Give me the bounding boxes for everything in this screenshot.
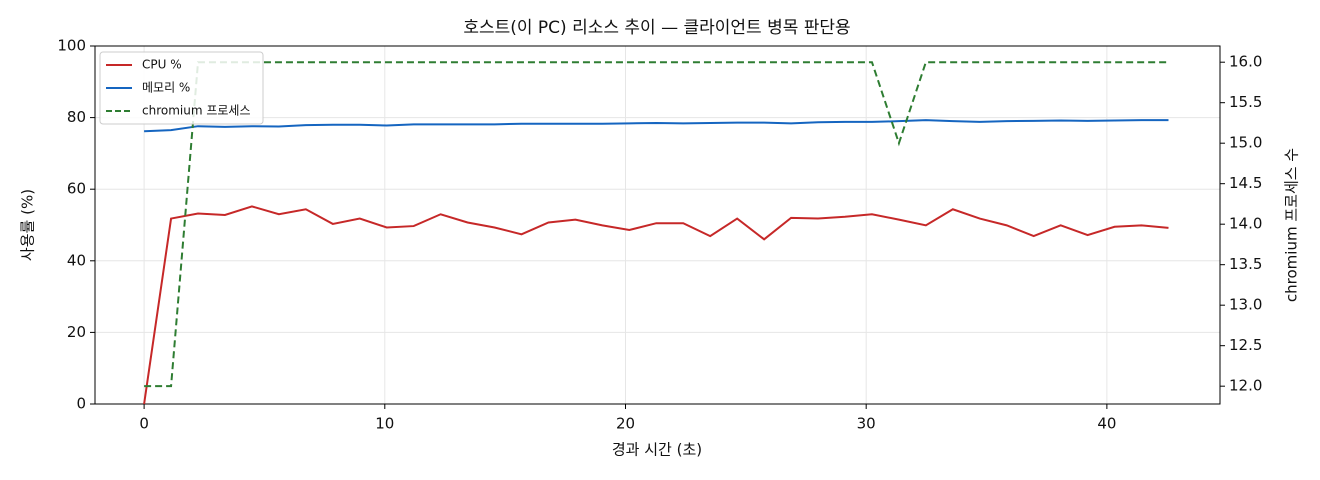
y2-tick-label: 12.0	[1229, 377, 1262, 395]
x-tick-label: 20	[616, 415, 635, 433]
series-line	[143, 205, 1169, 405]
y2-tick-label: 14.0	[1229, 215, 1262, 233]
y2-tick-label: 14.5	[1229, 174, 1262, 192]
y-tick-label: 40	[67, 251, 86, 269]
y-tick-label: 60	[67, 180, 86, 198]
y2-tick-label: 16.0	[1229, 53, 1262, 71]
y2-tick-label: 13.0	[1229, 296, 1262, 314]
y-tick-label: 0	[76, 395, 86, 413]
plot-frame	[94, 45, 1221, 405]
y2-tick-label: 13.5	[1229, 255, 1262, 273]
y2-tick-label: 12.5	[1229, 336, 1262, 354]
x-tick-label: 0	[139, 415, 149, 433]
legend-label: 메모리 %	[142, 81, 190, 95]
y2-axis-label: chromium 프로세스 수	[1283, 148, 1301, 302]
y2-tick-label: 15.5	[1229, 93, 1262, 111]
y-tick-label: 80	[67, 108, 86, 126]
chart-title: 호스트(이 PC) 리소스 추이 — 클라이언트 병목 판단용	[463, 18, 850, 38]
legend-box	[99, 51, 264, 125]
legend-label: chromium 프로세스	[142, 104, 251, 118]
series-line	[144, 61, 1169, 388]
y2-tick-label: 15.0	[1229, 134, 1262, 152]
legend-label: CPU %	[142, 58, 182, 72]
series-line	[144, 119, 1169, 133]
y-axis-label: 사용률 (%)	[19, 189, 37, 261]
x-tick-label: 40	[1097, 415, 1116, 433]
y-tick-label: 100	[57, 37, 86, 55]
x-axis-label: 경과 시간 (초)	[612, 441, 702, 459]
x-tick-label: 10	[375, 415, 394, 433]
y-tick-label: 20	[67, 323, 86, 341]
x-tick-label: 30	[857, 415, 876, 433]
